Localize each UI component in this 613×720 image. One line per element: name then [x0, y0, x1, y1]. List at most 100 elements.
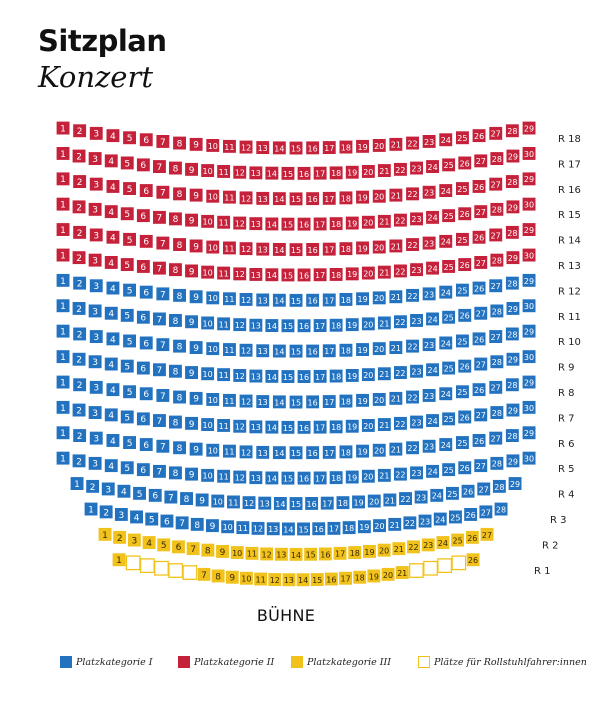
seat[interactable]: 20 — [372, 240, 387, 255]
seat[interactable]: 24 — [429, 488, 444, 503]
seat[interactable]: 11 — [222, 393, 237, 408]
seat[interactable]: 18 — [338, 444, 354, 459]
seat[interactable]: 13 — [255, 394, 270, 409]
seat[interactable]: 1 — [55, 451, 71, 466]
seat[interactable]: 20 — [361, 367, 376, 382]
seat[interactable]: 7 — [155, 286, 170, 301]
seat[interactable]: 11 — [222, 139, 237, 154]
seat[interactable]: 6 — [139, 183, 154, 198]
seat[interactable]: 30 — [521, 400, 537, 415]
seat[interactable]: 10 — [205, 189, 220, 204]
seat[interactable]: 18 — [329, 318, 344, 333]
seat[interactable]: 20 — [380, 567, 396, 582]
seat[interactable]: 28 — [489, 456, 504, 471]
seat[interactable]: 23 — [422, 185, 437, 200]
seat[interactable]: 7 — [155, 134, 170, 149]
seat[interactable]: 14 — [264, 420, 279, 435]
seat[interactable]: 16 — [305, 293, 320, 308]
seat[interactable]: 17 — [326, 521, 342, 536]
seat[interactable]: 21 — [387, 517, 402, 532]
seat[interactable]: 7 — [152, 210, 167, 225]
seat[interactable]: 9 — [189, 340, 204, 355]
seat[interactable]: 23 — [409, 313, 424, 328]
seat[interactable]: 25 — [455, 232, 470, 247]
seat[interactable]: 7 — [152, 261, 167, 276]
seat[interactable]: 20 — [361, 265, 376, 281]
seat[interactable]: 12 — [239, 444, 254, 459]
seat[interactable]: 1 — [55, 324, 71, 339]
seat[interactable]: 13 — [248, 368, 263, 384]
seat[interactable]: 1 — [98, 527, 113, 542]
seat[interactable]: 8 — [172, 136, 187, 151]
seat[interactable]: 25 — [448, 509, 463, 525]
seat[interactable]: 5 — [120, 409, 135, 425]
seat[interactable]: 20 — [372, 189, 387, 204]
seat[interactable]: 27 — [488, 329, 503, 344]
seat[interactable]: 30 — [521, 197, 537, 212]
seat[interactable]: 6 — [136, 462, 151, 477]
seat[interactable]: 16 — [305, 191, 320, 206]
seat[interactable]: 9 — [189, 137, 204, 152]
seat[interactable]: 16 — [318, 546, 333, 562]
seat[interactable]: 20 — [367, 493, 382, 509]
seat[interactable]: 18 — [329, 368, 344, 384]
seat[interactable]: 19 — [345, 216, 360, 231]
seat[interactable]: 3 — [114, 507, 129, 522]
seat[interactable]: 28 — [505, 225, 520, 240]
seat[interactable]: 22 — [405, 237, 420, 252]
seat[interactable]: 7 — [152, 159, 167, 174]
seat[interactable]: 9 — [195, 492, 210, 508]
seat[interactable]: 23 — [409, 161, 424, 176]
seat[interactable]: 1 — [55, 425, 71, 440]
seat[interactable]: 14 — [272, 445, 287, 460]
seat[interactable]: 18 — [352, 570, 367, 585]
seat[interactable]: 18 — [338, 343, 354, 358]
seat[interactable]: 23 — [422, 337, 437, 352]
seat[interactable]: 10 — [239, 571, 254, 586]
seat[interactable]: 19 — [362, 544, 377, 559]
seat[interactable]: 9 — [189, 391, 204, 406]
seat[interactable]: 18 — [338, 292, 354, 307]
seat[interactable]: 14 — [264, 216, 279, 231]
seat[interactable]: 7 — [163, 489, 178, 505]
seat[interactable]: 12 — [232, 368, 247, 383]
seat[interactable]: 10 — [205, 392, 220, 407]
seat[interactable]: 10 — [230, 545, 245, 560]
seat[interactable]: 28 — [489, 303, 504, 319]
seat[interactable]: 17 — [332, 546, 348, 561]
seat[interactable]: 25 — [441, 411, 456, 426]
seat[interactable]: 6 — [139, 386, 154, 401]
seat[interactable]: 11 — [222, 342, 237, 357]
seat[interactable]: 2 — [85, 479, 100, 494]
seat[interactable]: 2 — [72, 377, 87, 392]
seat[interactable]: 6 — [139, 437, 154, 452]
seat[interactable]: 8 — [168, 211, 183, 226]
seat[interactable]: 12 — [232, 165, 247, 180]
seat[interactable]: 2 — [72, 453, 87, 468]
seat[interactable]: 4 — [104, 204, 119, 219]
seat[interactable]: 24 — [438, 285, 453, 300]
seat[interactable]: 20 — [361, 418, 376, 433]
seat[interactable]: 5 — [122, 283, 137, 298]
seat[interactable]: 7 — [196, 567, 211, 582]
seat[interactable]: 7 — [186, 541, 201, 556]
seat[interactable]: 18 — [329, 267, 344, 282]
seat[interactable]: 15 — [288, 293, 304, 308]
seat[interactable]: 9 — [205, 518, 220, 533]
seat[interactable]: 4 — [105, 128, 120, 143]
seat[interactable]: 16 — [296, 217, 312, 232]
seat[interactable]: 24 — [438, 437, 453, 452]
seat[interactable]: 25 — [441, 259, 456, 274]
seat[interactable]: 11 — [226, 494, 241, 510]
seat[interactable]: 24 — [438, 183, 453, 198]
seat[interactable]: 13 — [248, 318, 263, 333]
seat[interactable]: 22 — [393, 416, 408, 431]
seat[interactable]: 27 — [479, 527, 495, 542]
seat[interactable]: 4 — [105, 331, 120, 346]
seat[interactable]: 21 — [377, 214, 392, 229]
seat[interactable]: 17 — [338, 571, 353, 586]
seat[interactable]: 27 — [473, 153, 488, 168]
seat[interactable]: 3 — [89, 431, 104, 446]
seat[interactable]: 29 — [507, 476, 523, 491]
seat[interactable]: 26 — [457, 155, 472, 170]
